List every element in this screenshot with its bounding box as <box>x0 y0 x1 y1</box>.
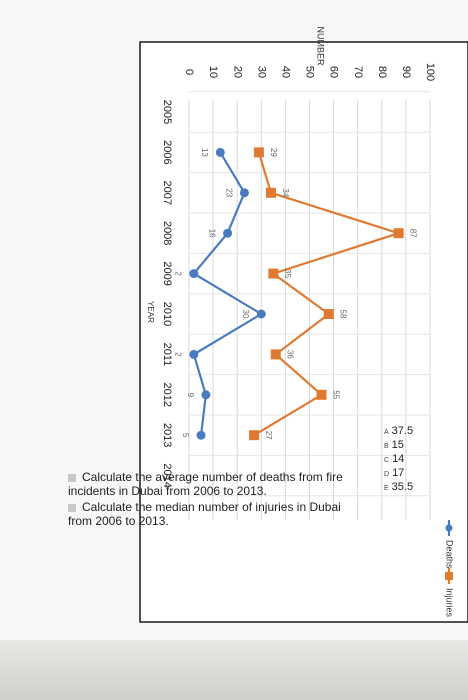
question-2-text: Calculate the median number of injuries … <box>68 500 341 528</box>
option-c[interactable]: C 14 <box>384 453 405 465</box>
series-line-injuries <box>253 152 403 437</box>
y-tick-label: 40 <box>279 66 291 78</box>
data-point-deaths <box>223 228 233 238</box>
legend-marker-injuries <box>445 572 453 580</box>
x-tick-label: 2008 <box>161 221 173 245</box>
x-tick-label: 2005 <box>161 100 173 124</box>
data-point-injuries <box>270 349 281 360</box>
data-label-injuries: 34 <box>281 188 290 197</box>
data-label-deaths: 16 <box>207 229 216 238</box>
data-point-deaths <box>196 430 206 440</box>
y-tick-label: 0 <box>183 69 195 75</box>
question-2: Calculate the median number of injuries … <box>68 500 368 528</box>
option-e[interactable]: E 35.5 <box>384 481 414 493</box>
data-point-deaths <box>189 269 199 279</box>
y-axis-title: NUMBER <box>316 26 326 66</box>
x-tick-label: 2012 <box>161 383 173 407</box>
option-a[interactable]: A 37.5 <box>384 425 414 437</box>
question-1: Calculate the average number of deaths f… <box>68 470 368 498</box>
data-label-deaths: 2 <box>174 352 183 357</box>
x-tick-label: 2009 <box>161 261 173 285</box>
data-label-injuries: 35 <box>283 269 292 278</box>
data-label-deaths: 30 <box>241 310 250 319</box>
x-tick-label: 2010 <box>161 302 173 326</box>
data-label-injuries: 55 <box>331 390 340 399</box>
data-point-deaths <box>239 188 249 198</box>
data-point-injuries <box>323 309 334 319</box>
answer-options: A 37.5 B 15 C 14 D 17 E 35.5 <box>384 424 413 494</box>
data-label-deaths: 2 <box>174 271 183 276</box>
data-label-injuries: 87 <box>409 229 418 238</box>
question-marker-icon <box>68 473 76 482</box>
page-bottom-edge <box>0 640 468 700</box>
series-layer <box>189 147 404 441</box>
data-label-deaths: 9 <box>186 393 195 398</box>
line-chart: 0 10 20 30 40 50 60 70 80 90 100 2005 2006 2007 2008 20… <box>139 26 468 623</box>
legend-marker-deaths <box>445 524 453 532</box>
y-tick-label: 30 <box>255 66 267 78</box>
option-d[interactable]: D 17 <box>384 467 405 479</box>
y-tick-label: 20 <box>231 66 243 78</box>
legend-label-deaths: Deaths <box>445 540 455 569</box>
y-tick-label: 50 <box>304 66 316 78</box>
y-tick-label: 60 <box>328 66 340 78</box>
question-marker-icon <box>68 503 76 512</box>
data-point-deaths <box>215 147 225 157</box>
x-tick-label: 2014 <box>161 463 173 487</box>
y-tick-label: 90 <box>400 66 412 78</box>
series-line-deaths <box>192 151 264 436</box>
legend-label-injuries: Injuries <box>445 588 455 618</box>
data-label-injuries: 27 <box>264 431 273 440</box>
x-axis-title: YEAR <box>146 301 155 323</box>
y-tick-label: 10 <box>207 66 219 78</box>
data-label-deaths: 5 <box>181 433 190 438</box>
data-point-injuries <box>268 268 279 279</box>
data-label-deaths: 23 <box>224 188 233 197</box>
data-point-injuries <box>316 389 327 400</box>
y-tick-label: 70 <box>352 66 364 78</box>
data-label-injuries: 29 <box>269 148 278 157</box>
question-1-text: Calculate the average number of deaths f… <box>68 470 343 498</box>
x-tick-label: 2013 <box>161 423 173 447</box>
x-tick-label: 2006 <box>161 140 173 164</box>
data-point-deaths <box>189 349 199 359</box>
x-tick-label: 2011 <box>161 343 173 367</box>
data-point-deaths <box>256 309 266 319</box>
y-tick-label: 100 <box>424 63 436 81</box>
data-point-injuries <box>265 187 276 198</box>
data-point-injuries <box>249 430 260 441</box>
y-tick-label: 80 <box>376 66 388 78</box>
label-layer: 0 10 20 30 40 50 60 70 80 90 100 2005 2006 2007 2008 20… <box>146 26 455 617</box>
data-label-deaths: 13 <box>200 148 209 157</box>
option-b[interactable]: B 15 <box>384 439 404 451</box>
x-tick-label: 2007 <box>161 181 173 205</box>
data-label-injuries: 36 <box>286 350 295 359</box>
data-point-injuries <box>393 228 404 239</box>
data-label-injuries: 58 <box>339 310 348 319</box>
data-point-deaths <box>201 390 211 400</box>
data-point-injuries <box>253 147 264 158</box>
